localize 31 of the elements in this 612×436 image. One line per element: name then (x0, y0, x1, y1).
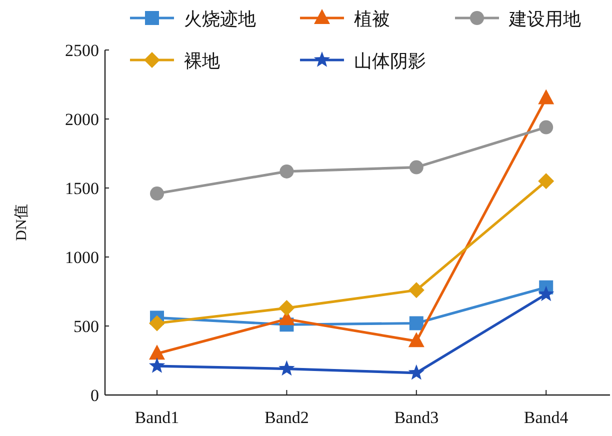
point (149, 344, 165, 360)
legend-label: 裸地 (184, 51, 220, 71)
point (538, 286, 554, 302)
x-tick-label: Band1 (134, 408, 180, 427)
point (409, 316, 424, 330)
legend-label: 火烧迹地 (184, 9, 256, 29)
point (408, 332, 424, 348)
y-tick-label: 2000 (65, 110, 99, 129)
y-axis-title: DN值 (14, 204, 30, 241)
point (148, 358, 166, 373)
y-tick-label: 2500 (65, 41, 99, 60)
y-tick-label: 500 (74, 317, 99, 336)
point (538, 173, 554, 190)
point (278, 300, 295, 316)
legend-label: 植被 (354, 9, 390, 29)
y-tick-label: 0 (90, 386, 99, 405)
x-tick-label: Band4 (524, 408, 569, 427)
point (408, 364, 424, 380)
point (409, 160, 424, 174)
point (539, 120, 554, 134)
point (408, 282, 424, 298)
legend-label: 建设用地 (508, 9, 581, 29)
point (280, 164, 294, 178)
point (149, 315, 165, 332)
y-tick-label: 1000 (65, 248, 99, 267)
point (150, 186, 164, 201)
x-tick-label: Band3 (394, 408, 439, 427)
y-tick-label: 1500 (65, 179, 99, 198)
x-tick-label: Band2 (264, 408, 309, 427)
point (278, 360, 295, 376)
legend-label: 山体阴影 (354, 51, 426, 71)
